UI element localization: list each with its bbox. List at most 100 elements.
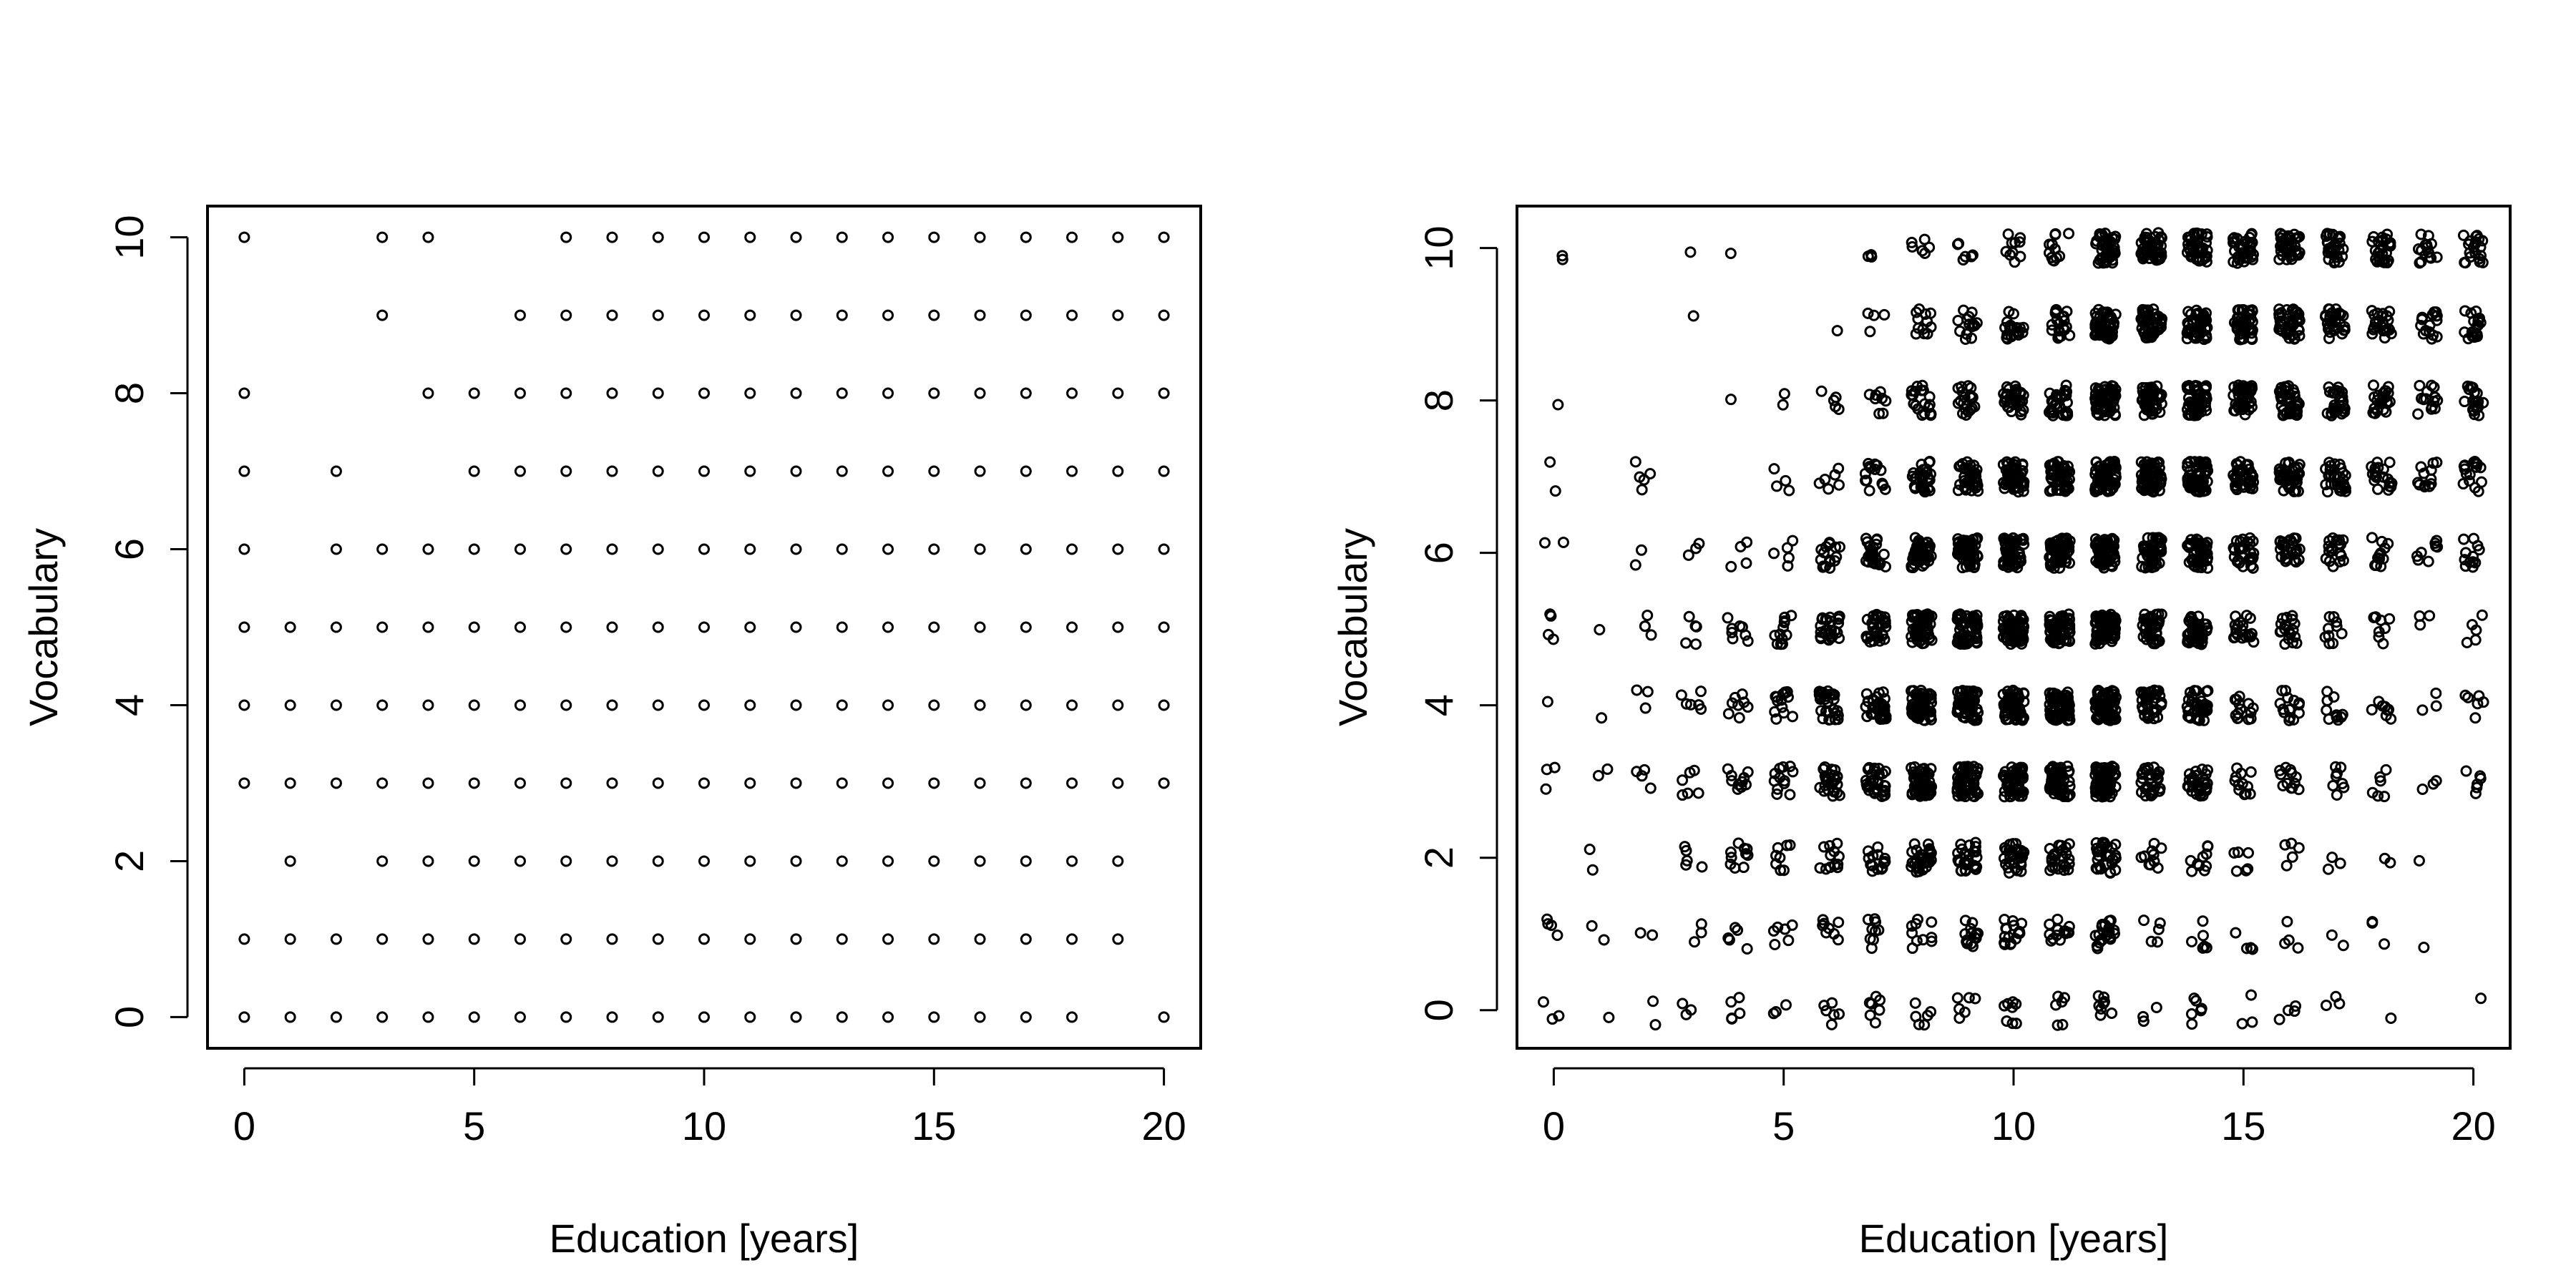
data-point — [2290, 771, 2302, 784]
data-point — [1724, 858, 1737, 870]
data-point — [1629, 559, 1641, 571]
left-x-axis: 0 5 10 15 20 — [233, 1067, 1186, 1148]
data-point — [2231, 233, 2243, 245]
data-point — [2244, 788, 2256, 800]
data-point — [1594, 623, 1606, 635]
data-point — [928, 309, 940, 321]
data-point — [2100, 256, 2112, 268]
data-point — [2234, 616, 2246, 628]
data-point — [2280, 685, 2292, 697]
data-point — [1863, 852, 1875, 864]
data-point — [1828, 394, 1840, 406]
data-point — [1066, 621, 1078, 633]
right-y-tick-label: 10 — [1416, 225, 1461, 270]
data-point — [698, 543, 710, 555]
data-point — [2336, 628, 2348, 640]
data-point — [2277, 536, 2289, 548]
data-point — [1112, 699, 1124, 711]
data-point — [2280, 457, 2292, 469]
right-x-tick-label: 5 — [1772, 1103, 1795, 1148]
data-point — [1913, 789, 1926, 801]
data-point — [2142, 476, 2154, 488]
data-point — [2192, 698, 2204, 711]
data-point — [2185, 539, 2197, 551]
data-point — [1598, 934, 1610, 946]
data-point — [2234, 328, 2246, 340]
data-point — [2182, 635, 2194, 647]
data-point — [744, 465, 756, 477]
data-point — [1729, 922, 1741, 934]
data-point — [2046, 862, 2059, 874]
left-x-tick-label: 10 — [682, 1103, 726, 1148]
data-point — [422, 387, 434, 399]
data-point — [1968, 769, 1981, 781]
data-point — [1879, 784, 1891, 796]
data-point — [744, 1011, 756, 1023]
data-point — [2016, 714, 2029, 726]
data-point — [1924, 693, 1936, 705]
data-point — [1873, 408, 1885, 420]
data-point — [2427, 457, 2439, 469]
data-point — [1601, 763, 1614, 775]
data-point — [2288, 332, 2301, 344]
data-point — [2143, 859, 2155, 871]
data-point — [2092, 402, 2104, 414]
data-point — [2154, 917, 2166, 930]
data-point — [1158, 465, 1170, 477]
data-point — [2290, 544, 2303, 556]
data-point — [2419, 481, 2431, 493]
data-point — [2323, 469, 2335, 482]
data-point — [652, 1011, 664, 1023]
data-point — [1556, 253, 1568, 265]
data-point — [1831, 862, 1843, 874]
data-point — [376, 621, 389, 633]
data-point — [514, 1011, 526, 1023]
data-point — [790, 1011, 802, 1023]
data-point — [2414, 379, 2426, 391]
data-point — [2002, 228, 2014, 240]
data-point — [2320, 230, 2332, 243]
data-point — [1914, 470, 1926, 482]
data-point — [2288, 406, 2301, 419]
data-point — [1998, 559, 2010, 571]
data-point — [2141, 550, 2153, 562]
data-point — [1158, 543, 1170, 555]
data-point — [2005, 691, 2017, 703]
data-point — [2046, 469, 2058, 481]
data-point — [1584, 843, 1596, 855]
data-point — [2283, 482, 2296, 494]
data-point — [2382, 254, 2394, 266]
data-point — [1815, 705, 1828, 717]
data-point — [652, 231, 664, 243]
data-point — [882, 309, 894, 321]
data-point — [2334, 857, 2346, 869]
data-point — [422, 231, 434, 243]
data-point — [1917, 615, 1929, 628]
data-point — [1544, 456, 1556, 468]
right-x-tick-label: 20 — [2451, 1103, 2495, 1148]
data-point — [2464, 556, 2476, 568]
data-point — [2244, 238, 2256, 250]
data-point — [1158, 1011, 1170, 1023]
data-point — [2273, 463, 2285, 475]
data-point — [2337, 480, 2349, 492]
data-point — [2425, 478, 2437, 490]
data-point — [1722, 708, 1735, 720]
data-point — [1922, 779, 1934, 791]
data-point — [974, 1011, 986, 1023]
data-point — [2460, 765, 2472, 777]
data-point — [2004, 472, 2016, 484]
data-point — [1925, 1006, 1937, 1018]
data-point — [2057, 844, 2069, 856]
data-point — [2375, 560, 2387, 572]
data-point — [2458, 533, 2470, 545]
data-point — [2006, 1018, 2019, 1030]
data-point — [698, 465, 710, 477]
data-point — [2092, 713, 2104, 726]
data-point — [1958, 638, 1971, 650]
data-point — [2426, 333, 2438, 345]
data-point — [836, 699, 848, 711]
data-point — [974, 465, 986, 477]
data-point — [744, 621, 756, 633]
